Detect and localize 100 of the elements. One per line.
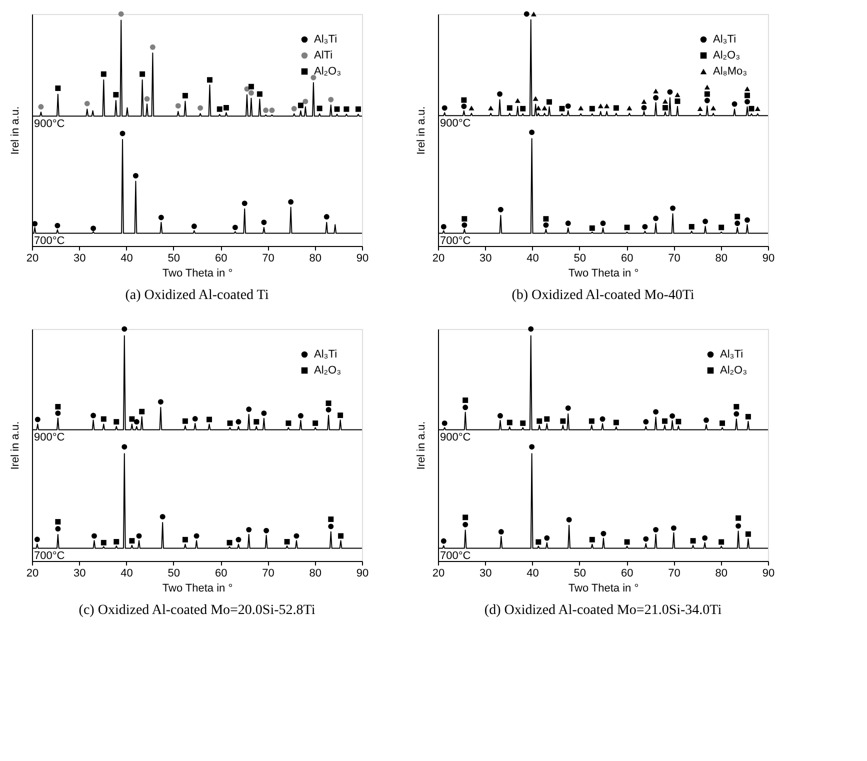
point	[55, 519, 61, 525]
point	[697, 106, 703, 112]
point	[344, 106, 350, 112]
x-axis-title: Two Theta in °	[568, 582, 639, 594]
point	[702, 218, 708, 224]
point	[626, 106, 632, 110]
point	[158, 214, 164, 220]
x-tick-label: 40	[120, 568, 133, 580]
point	[734, 404, 740, 410]
point	[744, 98, 750, 104]
point	[543, 216, 549, 222]
point	[488, 106, 494, 110]
point	[600, 416, 606, 422]
point	[704, 84, 710, 90]
point	[206, 77, 212, 83]
point	[653, 526, 659, 532]
point	[269, 108, 275, 114]
point	[462, 522, 468, 528]
point	[122, 444, 128, 450]
point	[328, 516, 334, 522]
point	[91, 533, 97, 539]
point	[38, 104, 44, 110]
x-tick-label: 70	[262, 568, 274, 580]
x-tick-label: 80	[309, 568, 322, 580]
point	[754, 106, 760, 112]
point	[670, 413, 676, 419]
point	[261, 410, 267, 416]
point	[704, 98, 710, 104]
point	[528, 326, 534, 332]
point	[160, 514, 166, 520]
point	[559, 106, 565, 112]
text: (d) Oxidized Al-coated Mo=21.0Si-34.0Ti	[484, 603, 722, 618]
point	[326, 400, 332, 406]
point	[113, 92, 119, 98]
point	[613, 420, 619, 426]
point	[641, 99, 647, 104]
point	[734, 214, 740, 220]
point	[34, 536, 40, 542]
point	[704, 417, 709, 423]
point	[302, 98, 308, 104]
point	[182, 418, 188, 424]
point	[536, 418, 542, 424]
point	[642, 224, 648, 230]
point	[462, 514, 468, 520]
y-axis-title: Irel in a.u.	[10, 421, 22, 470]
series-label: 900°C	[34, 432, 65, 444]
x-tick-label: 60	[620, 568, 634, 580]
point	[334, 106, 340, 112]
point	[226, 540, 232, 546]
x-tick-label: 50	[168, 252, 180, 264]
point	[324, 214, 330, 220]
point	[248, 84, 254, 90]
point	[118, 11, 124, 17]
point	[461, 104, 467, 110]
point	[286, 420, 292, 426]
point	[328, 524, 334, 530]
point	[690, 538, 696, 544]
series-label: 900°C	[34, 118, 65, 130]
point	[641, 104, 647, 110]
point	[676, 418, 682, 424]
x-tick-label: 50	[574, 568, 586, 580]
point	[242, 200, 248, 206]
x-tick-label: 70	[668, 568, 680, 580]
point	[136, 533, 142, 539]
x-tick-label: 40	[526, 568, 539, 580]
point	[462, 216, 468, 222]
point	[298, 413, 304, 418]
point	[100, 416, 106, 422]
point	[55, 404, 61, 410]
point	[55, 86, 61, 91]
point	[670, 525, 676, 531]
point	[589, 106, 595, 112]
point	[54, 222, 60, 228]
point	[506, 105, 512, 111]
point	[506, 420, 512, 426]
point	[198, 105, 204, 111]
series-label: 700°C	[34, 550, 65, 562]
x-tick-label: 90	[356, 252, 369, 264]
x-tick-label: 70	[262, 252, 274, 264]
point	[298, 102, 304, 108]
point	[497, 413, 503, 418]
point	[192, 416, 198, 422]
x-tick-label: 90	[762, 252, 775, 264]
point	[710, 106, 716, 110]
point	[256, 91, 262, 97]
point	[120, 130, 126, 136]
legend-label: Al₂O₃	[314, 364, 342, 376]
x-tick-label: 20	[26, 568, 39, 580]
point	[338, 533, 344, 539]
x-tick-label: 30	[480, 252, 492, 264]
legend-label: AlTi	[314, 50, 333, 62]
series-label: 900°C	[440, 118, 471, 130]
legend-label: Al₃Ti	[713, 34, 736, 46]
point	[624, 539, 630, 545]
x-tick-label: 30	[74, 568, 86, 580]
point	[129, 538, 135, 544]
point	[524, 11, 530, 17]
y-axis-title: Irel in a.u.	[10, 106, 22, 155]
point	[294, 533, 300, 539]
point	[223, 104, 229, 110]
